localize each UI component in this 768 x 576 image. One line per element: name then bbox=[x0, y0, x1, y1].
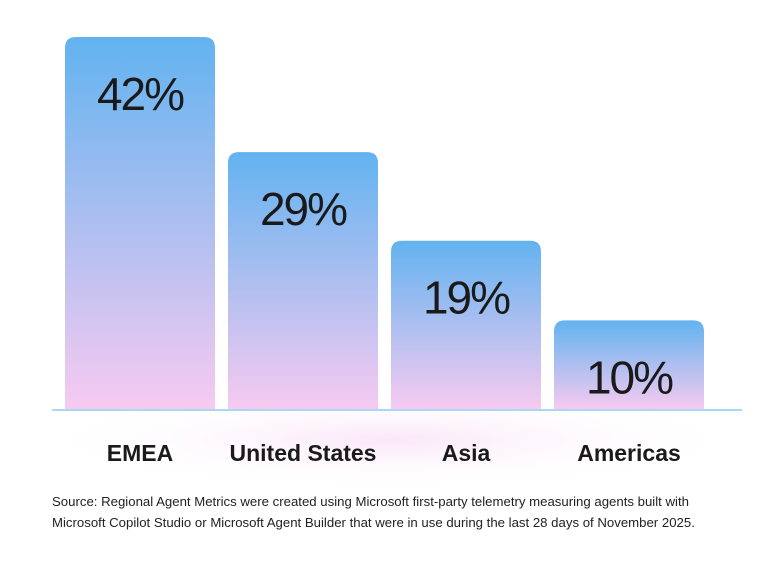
bar bbox=[228, 152, 378, 409]
category-label: Americas bbox=[577, 440, 681, 466]
source-line: Source: Regional Agent Metrics were crea… bbox=[52, 494, 689, 509]
category-label: EMEA bbox=[107, 440, 173, 466]
category-label: United States bbox=[230, 440, 377, 466]
category-label: Asia bbox=[442, 440, 491, 466]
bar bbox=[65, 37, 215, 409]
value-label: 29% bbox=[260, 183, 347, 235]
glow bbox=[30, 390, 750, 490]
bar bbox=[391, 240, 541, 409]
value-label: 10% bbox=[586, 351, 673, 403]
value-label: 42% bbox=[97, 68, 184, 120]
value-label: 19% bbox=[423, 272, 510, 324]
bar bbox=[554, 320, 704, 409]
source-line: Microsoft Copilot Studio or Microsoft Ag… bbox=[52, 515, 695, 530]
